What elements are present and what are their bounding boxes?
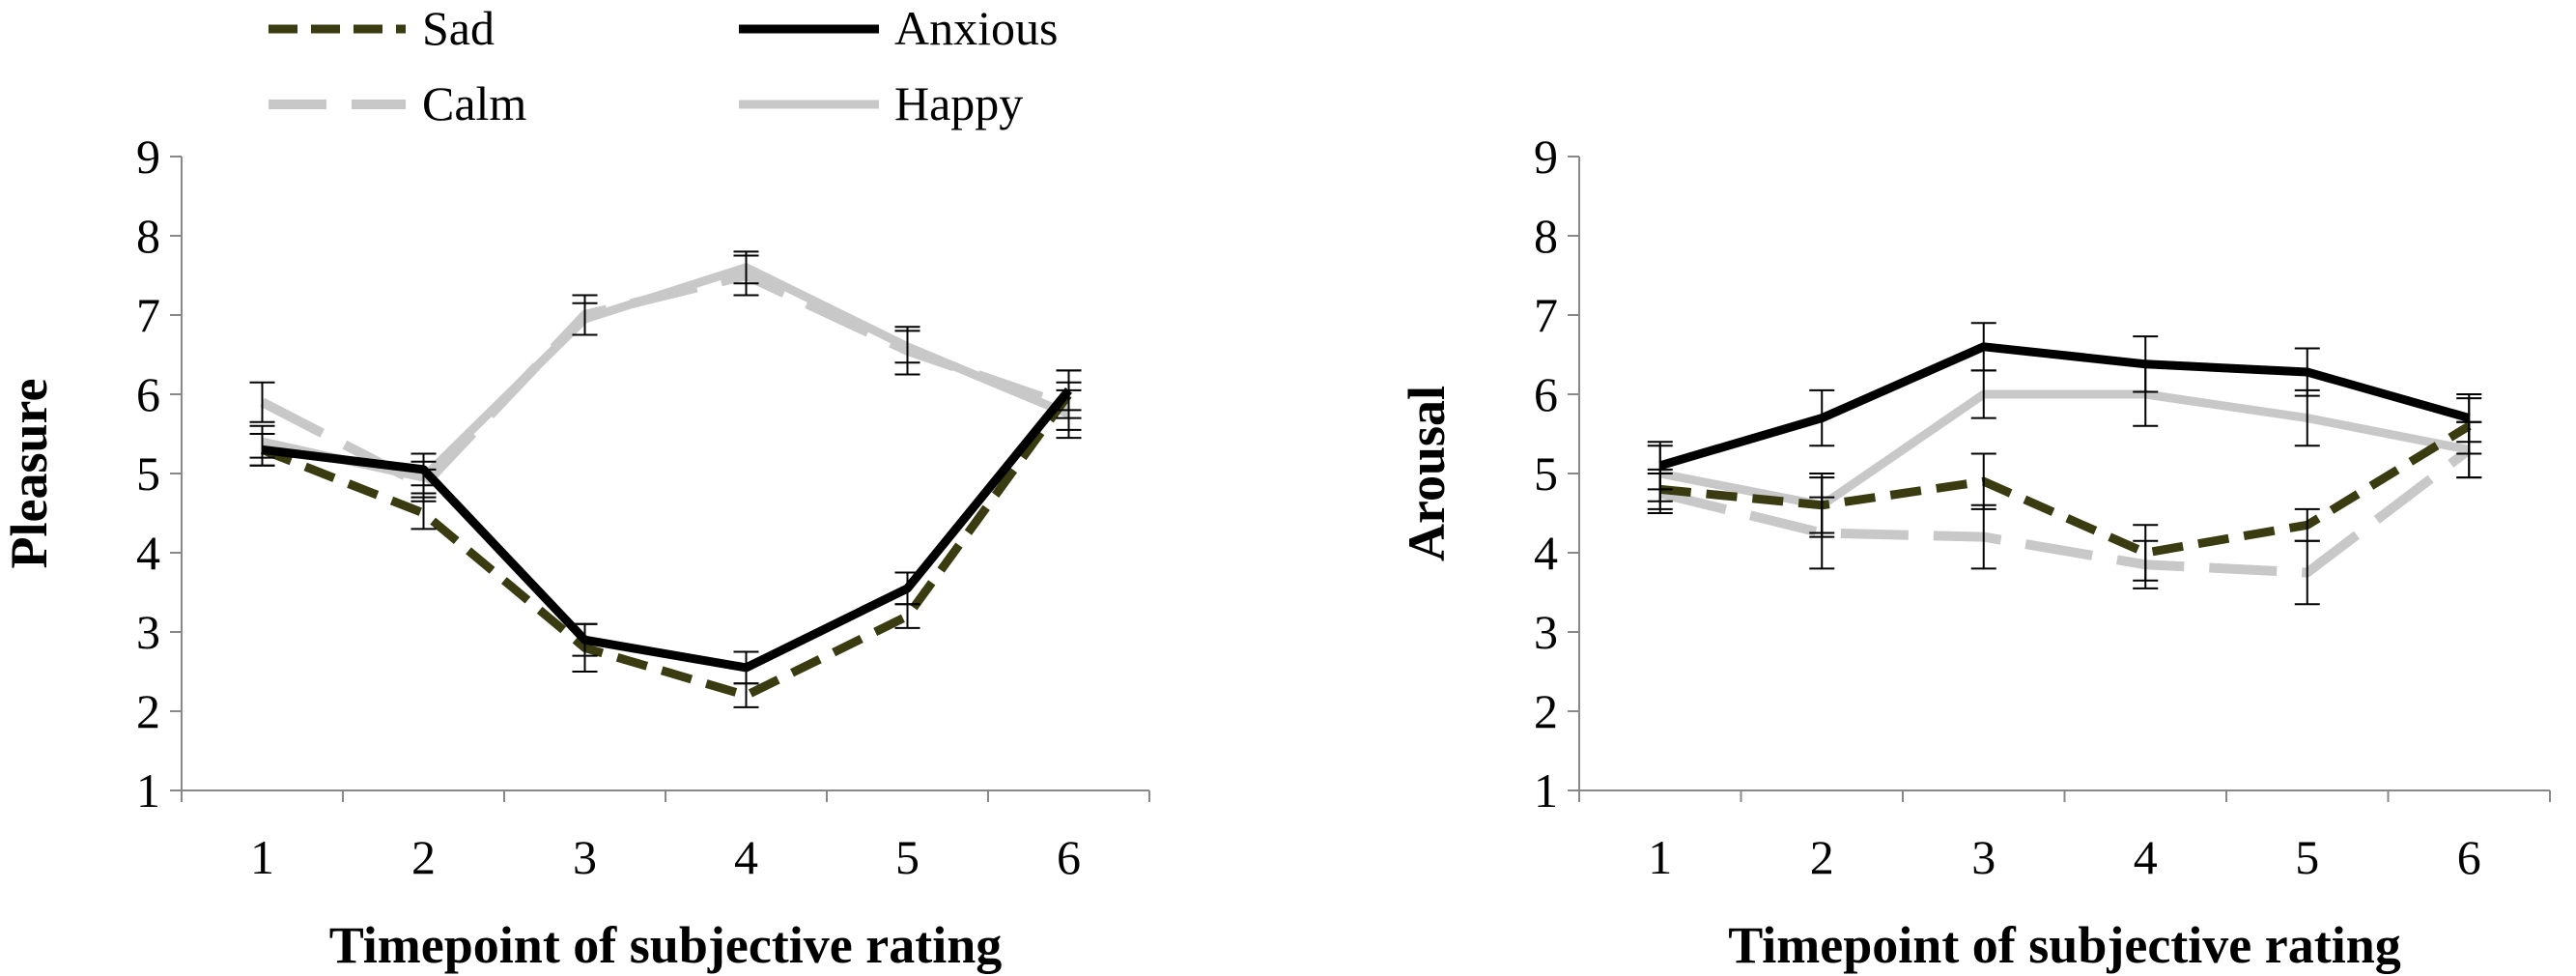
y-tick-label: 4 bbox=[136, 526, 160, 580]
series-line-anxious bbox=[261, 388, 1072, 673]
series-line-sad bbox=[1659, 421, 2472, 558]
x-axis-title: Timepoint of subjective rating bbox=[329, 916, 1002, 974]
legend-label-sad: Sad bbox=[422, 1, 495, 55]
y-tick-label: 8 bbox=[1534, 209, 1558, 263]
y-tick-label: 7 bbox=[136, 288, 160, 342]
error-bar-happy bbox=[572, 301, 598, 336]
x-tick-label: 4 bbox=[734, 830, 758, 884]
pleasure-chart: 1 2 3 4 5 6 7 8 9 1 2 3 4 5 6 Timepoint of subjective r… bbox=[0, 129, 1150, 974]
error-bar-happy bbox=[410, 460, 437, 495]
legend-entry-anxious: Anxious bbox=[739, 1, 1058, 55]
legend-label-calm: Calm bbox=[422, 76, 526, 130]
y-tick-label: 9 bbox=[136, 129, 160, 184]
legend: Sad Anxious Calm Happy bbox=[269, 1, 1058, 130]
x-tick-label: 6 bbox=[2457, 830, 2481, 884]
error-bar-happy bbox=[733, 250, 759, 285]
y-tick-label: 5 bbox=[136, 446, 160, 501]
error-bar-anxious bbox=[894, 571, 920, 606]
x-tick-label: 5 bbox=[895, 830, 920, 884]
error-bar-anxious bbox=[572, 622, 598, 657]
legend-label-happy: Happy bbox=[894, 76, 1023, 130]
error-bar-calm bbox=[249, 381, 275, 423]
x-tick-label: 2 bbox=[411, 830, 436, 884]
series-line-sad bbox=[260, 391, 1073, 701]
x-tick-label: 1 bbox=[1648, 830, 1672, 884]
y-tick-label: 1 bbox=[136, 763, 160, 818]
legend-entry-sad: Sad bbox=[269, 1, 495, 55]
y-tick-label: 8 bbox=[136, 209, 160, 263]
y-axis-title: Pleasure bbox=[0, 379, 58, 569]
legend-label-anxious: Anxious bbox=[894, 1, 1058, 55]
error-bar-anxious bbox=[1809, 388, 1835, 447]
error-bar-happy bbox=[1809, 473, 1835, 538]
x-tick-label: 1 bbox=[250, 830, 274, 884]
error-bar-anxious bbox=[733, 650, 759, 685]
error-bar-happy bbox=[1647, 445, 1673, 502]
x-axis-title: Timepoint of subjective rating bbox=[1728, 916, 2400, 974]
legend-entry-calm: Calm bbox=[269, 76, 526, 130]
error-bar-happy bbox=[2133, 361, 2159, 427]
y-tick-label: 1 bbox=[1534, 763, 1558, 818]
error-bar-calm bbox=[2133, 539, 2159, 589]
y-tick-label: 7 bbox=[1534, 288, 1558, 342]
x-tick-label: 3 bbox=[573, 830, 597, 884]
series-line-happy bbox=[1658, 389, 2471, 510]
y-tick-label: 9 bbox=[1534, 129, 1558, 184]
arousal-chart: 1 2 3 4 5 6 7 8 9 1 2 3 4 5 6 Timepoint of subjective r… bbox=[1398, 129, 2551, 974]
y-tick-label: 3 bbox=[136, 605, 160, 659]
legend-entry-happy: Happy bbox=[739, 76, 1023, 130]
x-tick-label: 2 bbox=[1810, 830, 1834, 884]
error-bar-happy bbox=[894, 330, 920, 364]
error-bar-happy bbox=[2456, 420, 2482, 479]
error-bar-happy bbox=[1970, 369, 1996, 419]
x-tick-label: 3 bbox=[1971, 830, 1996, 884]
y-tick-label: 3 bbox=[1534, 605, 1558, 659]
y-tick-label: 2 bbox=[136, 684, 160, 738]
series-line-calm bbox=[260, 271, 1071, 491]
x-tick-label: 5 bbox=[2295, 830, 2319, 884]
y-tick-label: 4 bbox=[1534, 526, 1558, 580]
y-tick-label: 6 bbox=[1534, 367, 1558, 421]
x-tick-label: 4 bbox=[2134, 830, 2158, 884]
error-bar-calm bbox=[1970, 503, 1996, 570]
x-tick-label: 6 bbox=[1057, 830, 1081, 884]
y-axis-title: Arousal bbox=[1398, 386, 1456, 561]
series-line-anxious bbox=[1658, 342, 2471, 471]
error-bar-calm bbox=[2294, 539, 2320, 606]
error-bar-happy bbox=[1056, 388, 1082, 440]
error-bar-happy bbox=[2294, 388, 2320, 447]
error-bar-happy bbox=[249, 424, 275, 459]
y-tick-label: 5 bbox=[1534, 446, 1558, 501]
y-tick-label: 6 bbox=[136, 367, 160, 421]
y-tick-label: 2 bbox=[1534, 684, 1558, 738]
series-line-calm bbox=[1658, 445, 2473, 578]
